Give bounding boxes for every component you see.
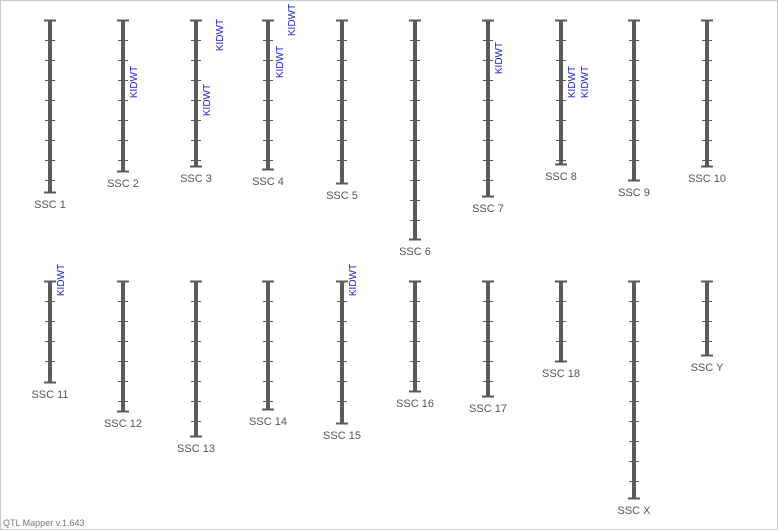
chromosome: SSC 9	[618, 19, 650, 199]
chromosome-label: SSC 12	[104, 418, 142, 430]
chromosome: SSC Y	[691, 280, 724, 374]
chromosome-bar	[121, 20, 125, 172]
chromosome-label: SSC 18	[542, 368, 580, 380]
chromosome-bar	[266, 281, 270, 410]
chromosome-bar	[121, 281, 125, 412]
chromosome-label: SSC 11	[31, 389, 68, 401]
chromosome-label: SSC Y	[691, 362, 724, 374]
qtl-label: KIDWT	[287, 4, 298, 36]
chromosome: SSC 2 KIDWT	[107, 19, 140, 190]
chromosome: SSC 16	[396, 280, 434, 410]
chromosome-label: SSC X	[617, 505, 651, 517]
chromosome-bar	[705, 20, 709, 167]
chromosome-bar	[632, 281, 636, 499]
version-footer: QTL Mapper v.1.643	[3, 518, 85, 528]
chromosome-bar	[705, 281, 709, 356]
chromosome-bar	[340, 20, 344, 184]
chromosome: SSC 15 KIDWT	[323, 264, 361, 442]
chromosome-label: SSC 9	[618, 187, 650, 199]
chromosome-label: SSC 1	[34, 199, 66, 211]
qtl-label: KIDWT	[202, 84, 213, 116]
chromosome: SSC 14	[249, 280, 287, 428]
chromosome-bar	[486, 20, 490, 197]
chromosome: SSC 8 KIDWT KIDWT	[545, 19, 591, 183]
chromosome: SSC 7 KIDWT	[472, 19, 505, 215]
chromosome-label: SSC 2	[107, 178, 139, 190]
qtl-label: KIDWT	[129, 66, 140, 98]
chromosome-bar	[48, 281, 52, 383]
chromosome-label: SSC 16	[396, 398, 434, 410]
chromosome: SSC X	[617, 280, 651, 517]
chromosome-bar	[266, 20, 270, 170]
chromosome: SSC 1	[34, 19, 66, 211]
chromosome: SSC 17	[469, 280, 507, 415]
chromosome-bar	[194, 281, 198, 437]
chromosome-label: SSC 6	[399, 246, 431, 258]
chromosome-label: SSC 17	[469, 403, 507, 415]
qtl-label: KIDWT	[275, 46, 286, 78]
chromosome: SSC 3 KIDWT KIDWT	[180, 19, 226, 185]
chromosome-bar	[559, 20, 563, 165]
chromosome: SSC 5	[326, 19, 358, 202]
qtl-label: KIDWT	[580, 66, 591, 98]
qtl-label: KIDWT	[215, 19, 226, 51]
chromosome-bar	[194, 20, 198, 167]
qtl-label: KIDWT	[494, 42, 505, 74]
chromosome-bar	[486, 281, 490, 397]
chromosome: SSC 6	[399, 19, 431, 258]
qtl-label: KIDWT	[56, 264, 67, 296]
chromosome-label: SSC 5	[326, 190, 358, 202]
chromosome: SSC 18	[542, 280, 580, 380]
chromosome: SSC 10	[688, 19, 726, 185]
chromosome-label: SSC 10	[688, 173, 726, 185]
chromosome-label: SSC 13	[177, 443, 215, 455]
chromosome: SSC 13	[177, 280, 215, 455]
chromosome: SSC 12	[104, 280, 142, 430]
chromosome-bar	[48, 20, 52, 193]
chromosome-label: SSC 15	[323, 430, 361, 442]
qtl-label: KIDWT	[567, 66, 578, 98]
chromosome-label: SSC 4	[252, 176, 284, 188]
chromosome-label: SSC 8	[545, 171, 577, 183]
chromosome-bar	[413, 281, 417, 392]
chromosome-bar	[413, 20, 417, 240]
chromosome-label: SSC 7	[472, 203, 504, 215]
chromosome-bar	[340, 281, 344, 424]
chromosome-label: SSC 14	[249, 416, 287, 428]
chromosome-label: SSC 3	[180, 173, 212, 185]
qtl-label: KIDWT	[348, 264, 359, 296]
chromosome: SSC 11 KIDWT	[31, 264, 68, 401]
